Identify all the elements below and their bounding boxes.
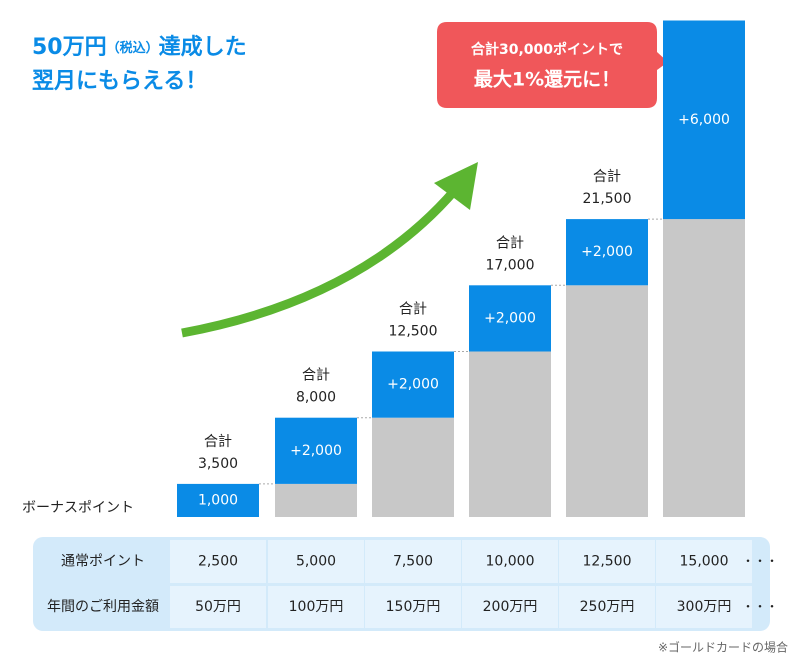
callout-line1: 合計30,000ポイントで bbox=[471, 41, 623, 58]
title-main: 50万円 bbox=[32, 35, 107, 60]
cell-bg bbox=[170, 586, 266, 628]
title-rest: 達成した bbox=[159, 34, 247, 60]
row-header: 年間のご利用金額 bbox=[47, 599, 159, 615]
bar bbox=[469, 285, 551, 352]
total-label: 8,000 bbox=[296, 390, 336, 406]
total-heading: 合計 bbox=[496, 235, 524, 251]
title: 50万円（税込）達成した bbox=[32, 34, 247, 60]
base-bar bbox=[663, 219, 745, 517]
cell-bg bbox=[462, 540, 558, 583]
total-label: 21,500 bbox=[583, 191, 632, 207]
bar bbox=[566, 219, 648, 286]
title-line2: 翌月にもらえる！ bbox=[32, 69, 207, 94]
growth-arrow-head bbox=[434, 162, 478, 210]
base-bar bbox=[469, 351, 551, 517]
callout-line2: 最大1%還元に！ bbox=[474, 68, 620, 91]
total-label: 3,500 bbox=[198, 456, 238, 472]
total-heading: 合計 bbox=[399, 302, 427, 318]
row-header: 通常ポイント bbox=[61, 554, 145, 570]
value-label: 1,000 bbox=[198, 492, 238, 508]
value-label: +2,000 bbox=[484, 310, 536, 326]
cell: 50万円 bbox=[195, 599, 241, 615]
cell: 100万円 bbox=[289, 599, 344, 615]
cell: 7,500 bbox=[393, 554, 433, 570]
cell: 2,500 bbox=[198, 554, 238, 570]
footnote: ※ゴールドカードの場合 bbox=[658, 640, 788, 655]
bar bbox=[372, 351, 454, 418]
cell-bg bbox=[170, 540, 266, 583]
value-label: +2,000 bbox=[387, 377, 439, 393]
cell-bg bbox=[268, 586, 364, 628]
cell: 300万円 bbox=[677, 599, 732, 615]
total-heading: 合計 bbox=[302, 368, 330, 384]
bar bbox=[275, 417, 357, 484]
title-note: （税込） bbox=[107, 40, 159, 56]
row-more: ・・・ bbox=[742, 600, 778, 614]
cell-bg bbox=[656, 540, 752, 583]
cell-bg bbox=[656, 586, 752, 628]
growth-arrow bbox=[181, 187, 459, 338]
cell: 250万円 bbox=[580, 599, 635, 615]
base-bar bbox=[566, 285, 648, 517]
cell: 10,000 bbox=[486, 554, 535, 570]
bar bbox=[663, 20, 745, 220]
base-bar bbox=[275, 483, 357, 517]
total-label: 17,000 bbox=[486, 257, 535, 273]
cell-bg bbox=[559, 586, 655, 628]
value-label: +2,000 bbox=[290, 443, 342, 459]
cell: 5,000 bbox=[296, 554, 336, 570]
cell-bg bbox=[365, 540, 461, 583]
series-label: ボーナスポイント bbox=[22, 500, 134, 516]
cell: 12,500 bbox=[583, 554, 632, 570]
value-label: +6,000 bbox=[678, 112, 730, 128]
cell: 15,000 bbox=[680, 554, 729, 570]
cell-bg bbox=[268, 540, 364, 583]
bar bbox=[177, 483, 259, 517]
total-label: 12,500 bbox=[389, 324, 438, 340]
total-heading: 合計 bbox=[593, 169, 621, 185]
callout bbox=[437, 22, 668, 108]
row-more: ・・・ bbox=[742, 554, 778, 568]
total-heading: 合計 bbox=[204, 434, 232, 450]
base-bar bbox=[372, 417, 454, 517]
cell: 150万円 bbox=[386, 599, 441, 615]
cell-bg bbox=[462, 586, 558, 628]
cell-bg bbox=[559, 540, 655, 583]
cell-bg bbox=[365, 586, 461, 628]
cell: 200万円 bbox=[483, 599, 538, 615]
value-label: +2,000 bbox=[581, 244, 633, 260]
